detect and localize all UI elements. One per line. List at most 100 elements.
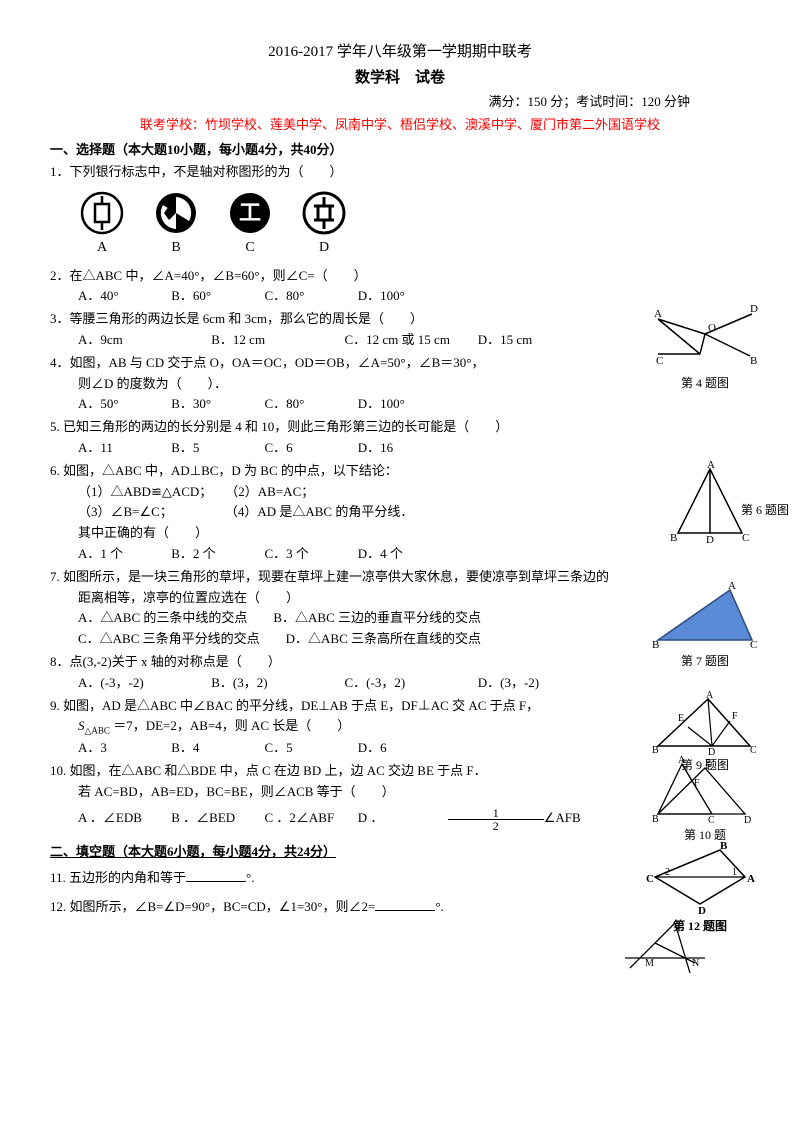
q6-text: 6. 如图，△ABC 中，AD⊥BC，D 为 BC 的中点，以下结论： xyxy=(50,461,750,482)
svg-text:E: E xyxy=(678,713,684,724)
svg-text:C: C xyxy=(750,745,757,756)
q11-post: °. xyxy=(246,870,254,885)
q9-text2: S△ABC ＝7，DE=2，AB=4，则 AC 长是（ ） xyxy=(50,716,750,738)
q8-options: A．(-3，-2) B．(3，2) C．(-3，2) D．(3，-2) xyxy=(50,673,750,694)
question-10: A E F B C D 第 10 题 10. 如图，在△ABC 和△BDE 中，… xyxy=(50,761,750,832)
svg-text:F: F xyxy=(732,711,738,722)
logo-b: B xyxy=(154,191,198,259)
svg-text:2: 2 xyxy=(665,867,670,878)
q2-c: C．80° xyxy=(265,286,355,307)
question-9: A E F B D C 第 9 题图 9. 如图，AD 是△ABC 中∠BAC … xyxy=(50,696,750,760)
logo-a: A xyxy=(80,191,124,259)
q1-logos: A B 工 C xyxy=(50,191,750,259)
svg-text:C: C xyxy=(646,873,654,885)
q12-pre: 12. 如图所示，∠B=∠D=90°，BC=CD，∠1=30°，则∠2= xyxy=(50,899,375,914)
svg-text:B: B xyxy=(652,745,659,756)
svg-text:B: B xyxy=(670,532,677,544)
question-6: A B D C 第 6 题图 6. 如图，△ABC 中，AD⊥BC，D 为 BC… xyxy=(50,461,750,565)
svg-text:A: A xyxy=(707,461,715,471)
svg-text:F: F xyxy=(694,778,700,789)
q10-d-frac: 12 xyxy=(448,807,544,832)
svg-text:A: A xyxy=(706,691,714,701)
q2-options: A．40° B．60° C．80° D．100° xyxy=(50,286,750,307)
bank-logo-a-icon xyxy=(80,191,124,235)
bank-logo-d-icon xyxy=(302,191,346,235)
q6-options: A．1 个 B．2 个 C．3 个 D．4 个 xyxy=(50,544,750,565)
question-8: 8．点(3,-2)关于 x 轴的对称点是（ ） A．(-3，-2) B．(3，2… xyxy=(50,652,750,694)
svg-text:D: D xyxy=(744,815,751,826)
q3-d: D．15 cm xyxy=(478,330,608,351)
q10-d-num: 1 xyxy=(448,807,544,820)
q4-b: B．30° xyxy=(171,394,261,415)
section1-head: 一、选择题（本大题10小题，每小题4分，共40分） xyxy=(50,140,750,161)
svg-text:E: E xyxy=(705,758,711,769)
q3-a: A．9cm xyxy=(78,330,208,351)
section-2-block: B C 2 1 A D 第 12 题图 二、填空题（本大题6小题，每小题4分，共… xyxy=(50,842,750,918)
q1-text: 1．下列银行标志中，不是轴对称图形的为（ ） xyxy=(50,162,750,183)
q9-c: C．5 xyxy=(265,738,355,759)
q10-options: A ．∠EDB B ．∠BED C ．2∠ABF D ．12∠AFB xyxy=(50,807,750,832)
question-5: 5. 已知三角形的两边的长分别是 4 和 10，则此三角形第三边的长可能是（ ）… xyxy=(50,417,750,459)
q4-d: D．100° xyxy=(358,394,448,415)
q9-a: A．3 xyxy=(78,738,168,759)
q5-text: 5. 已知三角形的两边的长分别是 4 和 10，则此三角形第三边的长可能是（ ） xyxy=(50,417,750,438)
exam-title-line1: 2016-2017 学年八年级第一学期期中联考 xyxy=(50,40,750,64)
q3-b: B．12 cm xyxy=(211,330,341,351)
question-4: 4．如图，AB 与 CD 交于点 O，OA＝OC，OD＝OB，∠A=50°，∠B… xyxy=(50,353,750,415)
q12-blank xyxy=(375,898,435,911)
svg-text:工: 工 xyxy=(239,200,261,225)
q8-c: C．(-3，2) xyxy=(345,673,475,694)
q10-b: B ．∠BED xyxy=(171,808,261,829)
q12-post: °. xyxy=(435,899,443,914)
bank-logo-c-icon: 工 xyxy=(228,191,272,235)
q6-s2: （3）∠B=∠C； （4）AD 是△ABC 的角平分线． xyxy=(50,502,750,523)
q7-a: A．△ABC 的三条中线的交点 B．△ABC 三边的垂直平分线的交点 xyxy=(50,608,750,629)
q5-b: B．5 xyxy=(171,438,261,459)
q9-b: B．4 xyxy=(171,738,261,759)
figure-12-svg: B C 2 1 A D xyxy=(640,842,760,917)
logo-c-label: C xyxy=(228,237,272,259)
q5-d: D．16 xyxy=(358,438,448,459)
svg-text:B: B xyxy=(652,639,659,651)
figure-bottom-svg: M N xyxy=(620,918,710,978)
q2-a: A．40° xyxy=(78,286,168,307)
svg-text:A: A xyxy=(654,308,662,320)
svg-text:D: D xyxy=(708,747,715,756)
exam-title-line2: 数学科 试卷 xyxy=(50,66,750,90)
q10-d-post: ∠AFB xyxy=(544,808,634,829)
q11-pre: 11. 五边形的内角和等于 xyxy=(50,870,186,885)
q5-c: C．6 xyxy=(265,438,355,459)
svg-text:C: C xyxy=(750,639,757,651)
figure-7-svg: A B C xyxy=(650,582,760,652)
svg-text:B: B xyxy=(720,842,728,852)
svg-text:C: C xyxy=(742,532,749,544)
logo-c: 工 C xyxy=(228,191,272,259)
question-3: A D O C B 第 4 题图 3．等腰三角形的两边长是 6cm 和 3cm，… xyxy=(50,309,750,351)
figure-9-svg: A E F B D C xyxy=(650,691,760,756)
q10-a: A ．∠EDB xyxy=(78,808,168,829)
svg-text:D: D xyxy=(698,905,706,917)
q5-options: A．11 B．5 C．6 D．16 xyxy=(50,438,750,459)
svg-text:A: A xyxy=(728,582,736,592)
svg-text:A: A xyxy=(678,756,686,766)
logo-d-label: D xyxy=(302,237,346,259)
bank-logo-b-icon xyxy=(154,191,198,235)
q5-a: A．11 xyxy=(78,438,168,459)
q4-c: C．80° xyxy=(265,394,355,415)
svg-text:D: D xyxy=(706,534,714,546)
svg-text:N: N xyxy=(692,958,699,969)
question-7: A B C 第 7 题图 7. 如图所示，是一块三角形的草坪，现要在草坪上建一凉… xyxy=(50,567,750,650)
q7-text2: 距离相等，凉亭的位置应选在（ ） xyxy=(50,588,750,609)
svg-text:C: C xyxy=(708,815,715,826)
q11-blank xyxy=(186,869,246,882)
logo-a-label: A xyxy=(80,237,124,259)
schools-line: 联考学校：竹坝学校、莲美中学、凤南中学、梧侣学校、澳溪中学、厦门市第二外国语学校 xyxy=(50,115,750,136)
svg-text:B: B xyxy=(652,814,659,825)
figure-10: A E F B C D 第 10 题 xyxy=(650,756,760,845)
q9-options: A．3 B．4 C．5 D．6 xyxy=(50,738,750,759)
q9-post: ＝7，DE=2，AB=4，则 AC 长是（ ） xyxy=(110,718,350,733)
q10-d-pre: D ． xyxy=(358,808,448,829)
q10-d-den: 2 xyxy=(448,820,544,832)
q10-d: D ．12∠AFB xyxy=(358,807,634,832)
q8-a: A．(-3，-2) xyxy=(78,673,208,694)
